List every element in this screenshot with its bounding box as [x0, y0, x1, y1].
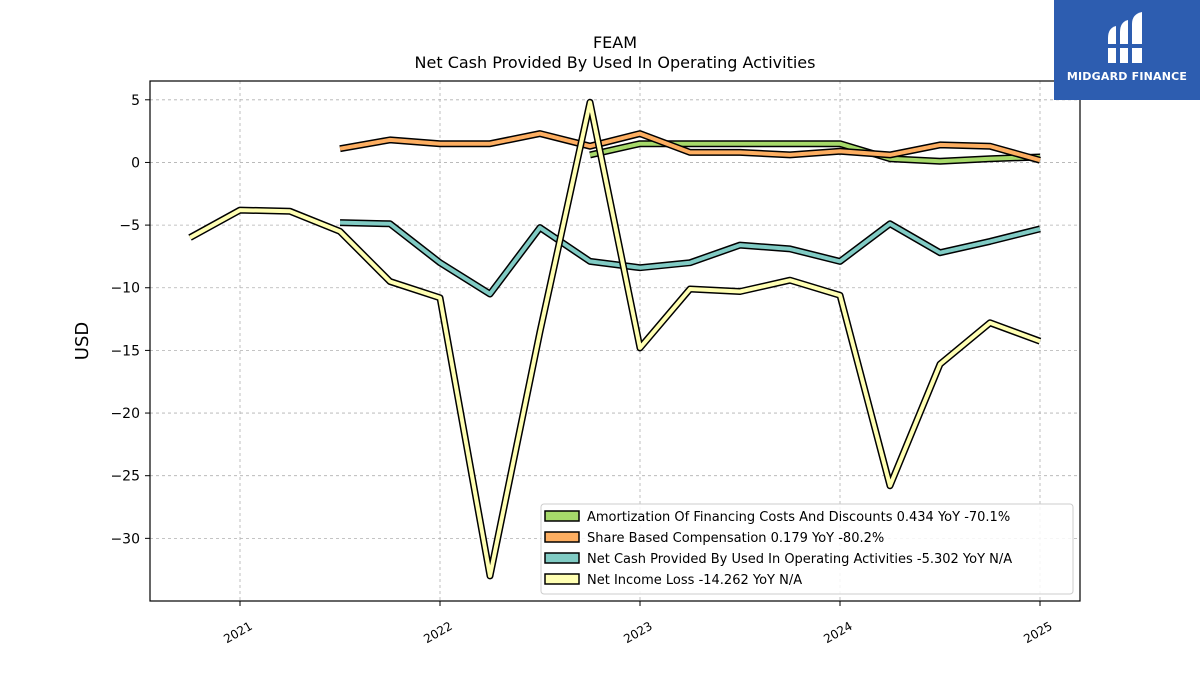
series-lines: [188, 98, 1042, 580]
legend-swatch: [544, 510, 580, 522]
x-tick-label: 2025: [1021, 619, 1054, 646]
series-2: [339, 219, 1041, 298]
series-1: [339, 130, 1041, 164]
series-line: [339, 220, 1041, 296]
series-3: [188, 98, 1042, 580]
series-line: [339, 131, 1041, 163]
legend-label: Net Cash Provided By Used In Operating A…: [587, 552, 1012, 567]
x-tick-label: 2023: [621, 619, 654, 646]
y-axis: 5 0 −5 −10 −15 −20 −25 −30: [110, 93, 150, 547]
y-tick-label: 0: [131, 155, 140, 171]
x-tick-label: 2024: [821, 619, 854, 646]
legend-swatch: [544, 531, 580, 543]
logo-mark-icon: [1106, 12, 1146, 63]
x-tick-label: 2022: [421, 619, 454, 646]
y-tick-label: −25: [110, 469, 140, 485]
legend-swatch: [544, 552, 580, 564]
chart-title: FEAM: [593, 33, 637, 52]
legend-label: Amortization Of Financing Costs And Disc…: [587, 510, 1010, 525]
y-tick-label: 5: [131, 93, 140, 109]
series-line-outline: [339, 219, 1041, 298]
y-tick-label: −30: [110, 531, 140, 547]
legend-label: Share Based Compensation 0.179 YoY -80.2…: [587, 531, 884, 546]
y-tick-label: −15: [110, 343, 140, 359]
series-line: [189, 100, 1041, 578]
legend-label: Net Income Loss -14.262 YoY N/A: [587, 573, 802, 588]
x-axis: 2021 2022 2023 2024 2025: [221, 601, 1055, 646]
y-tick-label: −20: [110, 406, 140, 422]
legend-swatch: [544, 573, 580, 585]
x-tick-label: 2021: [221, 619, 254, 646]
chart-subtitle: Net Cash Provided By Used In Operating A…: [415, 53, 816, 72]
y-axis-label: USD: [72, 322, 93, 360]
y-tick-label: −5: [119, 218, 140, 234]
plot-frame: [149, 80, 1081, 602]
legend: Amortization Of Financing Costs And Disc…: [540, 503, 1074, 595]
brand-logo: MIDGARD FINANCE: [1054, 0, 1200, 100]
y-tick-label: −10: [110, 281, 140, 297]
legend-box: [540, 503, 1074, 595]
logo-text: MIDGARD FINANCE: [1066, 70, 1188, 83]
